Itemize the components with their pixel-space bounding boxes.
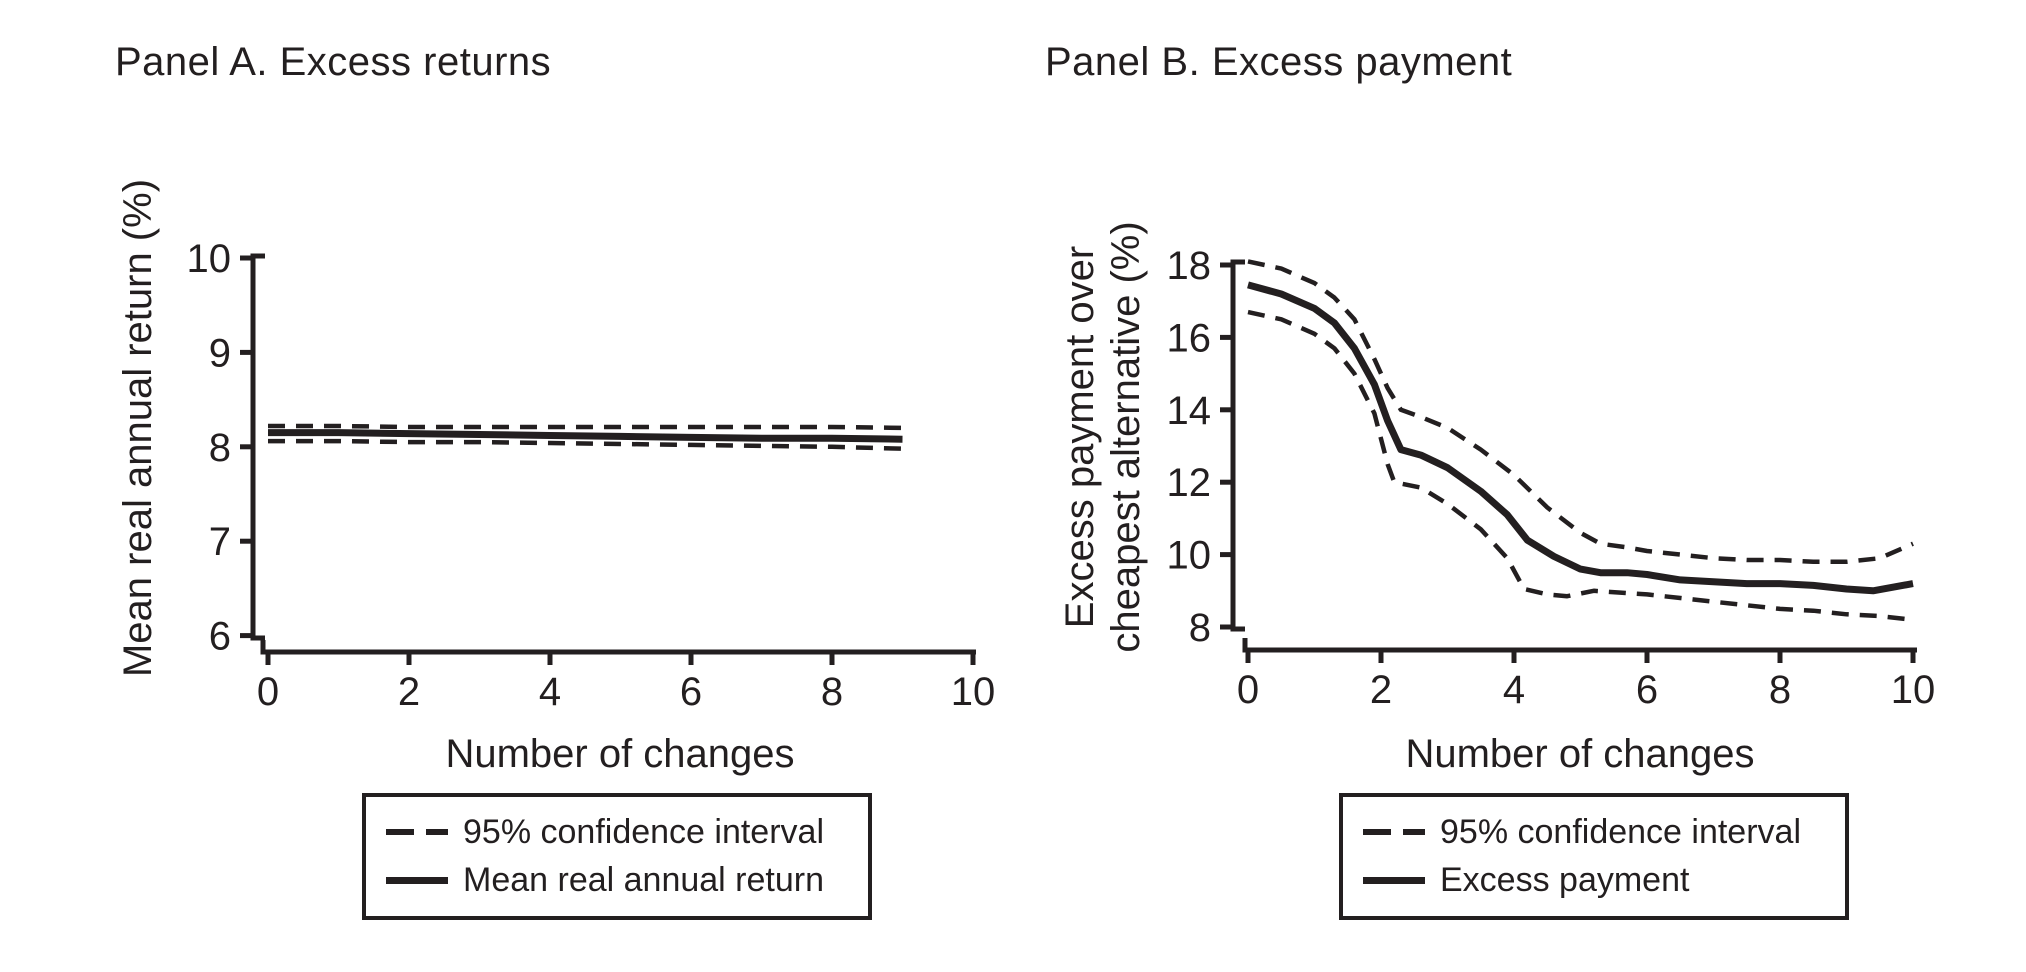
panel-b-title: Panel B. Excess payment [1045,40,1513,84]
panel-b-y-axis-title-line1: Excess payment over [1058,245,1102,629]
y-tick-label: 14 [1167,389,1212,433]
legend-label: 95% confidence interval [1440,812,1802,851]
series-solid-line [1247,281,1914,595]
panel-a-x-axis-title: Number of changes [445,732,795,776]
legend-label: Excess payment [1440,861,1690,900]
legend-item-mean: Mean real annual return [386,861,868,900]
dashed-line-sample [1363,829,1425,836]
y-tick-label: 9 [209,331,231,375]
y-tick-label: 12 [1167,461,1212,505]
y-tick-label: 6 [209,615,231,659]
y-tick-label: 7 [209,520,231,564]
x-tick-label: 8 [1769,668,1791,712]
panel-b-y-axis-title: Excess payment over cheapest alternative… [1057,221,1149,652]
panel-b-x-axis-title: Number of changes [1405,732,1755,776]
x-axis [260,640,976,655]
series-dashed-line [268,423,903,431]
legend-item-payment: Excess payment [1363,861,1845,900]
series-solid-line [268,429,903,443]
y-tick-label: 8 [1189,606,1211,650]
panel-a-y-axis-title: Mean real annual return (%) [115,179,161,677]
x-axis [1242,638,1917,653]
panel-b-legend: 95% confidence interval Excess payment [1339,793,1849,920]
y-tick-label: 10 [187,237,232,281]
solid-line-sample [386,877,448,885]
legend-item-ci: 95% confidence interval [1363,813,1845,852]
solid-line-sample [1363,877,1425,885]
panel-b-chart: 8 10 12 14 16 18 0 2 4 6 8 10 [1167,244,1936,712]
series-dashed-line [268,438,903,451]
legend-item-ci: 95% confidence interval [386,813,868,852]
series-dashed-line [1247,259,1914,565]
y-tick-label: 18 [1167,244,1212,288]
x-tick-label: 6 [1636,668,1658,712]
y-axis [250,253,265,641]
x-tick-label: 10 [951,670,996,714]
dashed-line-sample [386,829,448,836]
panel-b-y-axis-title-line2: cheapest alternative (%) [1104,221,1148,653]
y-axis [1230,259,1245,632]
x-tick-label: 4 [1503,668,1525,712]
x-tick-label: 6 [680,670,702,714]
x-tick-label: 8 [821,670,843,714]
x-tick-label: 0 [257,670,279,714]
y-tick-label: 10 [1167,534,1212,578]
panel-a-title: Panel A. Excess returns [115,40,552,84]
panel-a-legend: 95% confidence interval Mean real annual… [362,793,872,920]
y-tick-label: 16 [1167,316,1212,360]
y-tick-label: 8 [209,426,231,470]
series-dashed-line [1247,309,1914,623]
x-tick-label: 0 [1237,668,1259,712]
x-tick-label: 2 [1370,668,1392,712]
legend-label: Mean real annual return [463,861,825,900]
x-tick-label: 10 [1891,668,1936,712]
panel-a-chart: 6 7 8 9 10 0 2 4 6 8 10 [187,237,996,714]
x-tick-label: 4 [539,670,561,714]
legend-label: 95% confidence interval [463,812,825,851]
panel-a-y-axis-title-line: Mean real annual return (%) [116,178,160,678]
x-tick-label: 2 [398,670,420,714]
